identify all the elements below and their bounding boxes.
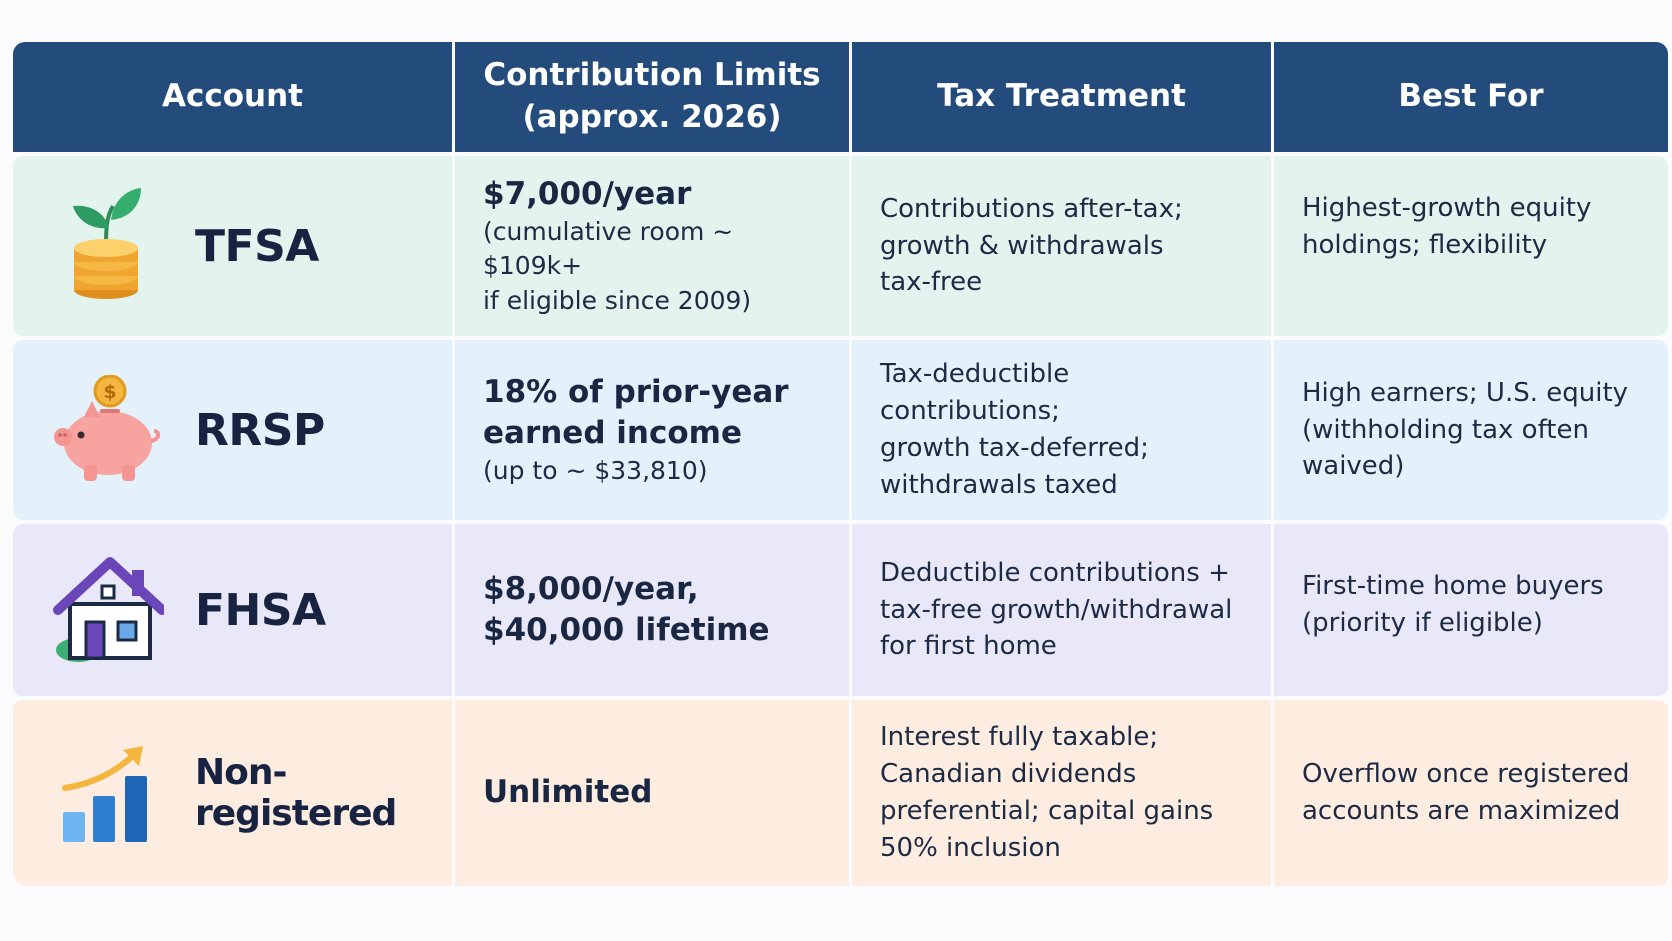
tax-treatment-text: Tax-deductible contributions; growth tax… xyxy=(880,359,1149,500)
limit-main: Unlimited xyxy=(483,774,653,811)
account-name: TFSA xyxy=(195,220,319,272)
growth-chart-icon xyxy=(43,731,168,856)
account-cell: Non-registered xyxy=(13,700,452,886)
contribution-limit-cell: $7,000/year (cumulative room ~ $109k+ if… xyxy=(455,156,849,336)
contribution-limit-cell: Unlimited xyxy=(455,700,849,886)
header-contribution-limits: Contribution Limits (approx. 2026) xyxy=(455,42,849,152)
header-account-label: Account xyxy=(162,78,303,115)
tax-treatment-text: Interest fully taxable; Canadian dividen… xyxy=(880,722,1214,863)
account-name: FHSA xyxy=(195,584,326,636)
accounts-comparison-table: Account Contribution Limits (approx. 202… xyxy=(13,42,1668,886)
svg-text:$: $ xyxy=(103,381,116,403)
best-for-text: High earners; U.S. equity (withholding t… xyxy=(1302,377,1629,482)
tax-treatment-cell: Tax-deductible contributions; growth tax… xyxy=(852,340,1271,520)
best-for-cell: Overflow once registered accounts are ma… xyxy=(1274,700,1668,886)
best-for-cell: First-time home buyers (priority if elig… xyxy=(1274,524,1668,696)
header-best-label: Best For xyxy=(1398,78,1544,115)
limit-main: $7,000/year xyxy=(483,175,692,212)
tax-treatment-cell: Deductible contributions + tax-free grow… xyxy=(852,524,1271,696)
house-icon xyxy=(43,548,168,673)
tax-treatment-text: Contributions after-tax; growth & withdr… xyxy=(880,193,1183,298)
table-row-tfsa: TFSA $7,000/year (cumulative room ~ $109… xyxy=(13,156,1668,336)
header-account: Account xyxy=(13,42,452,152)
tax-treatment-cell: Contributions after-tax; growth & withdr… xyxy=(852,156,1271,336)
table-header-row: Account Contribution Limits (approx. 202… xyxy=(13,42,1668,152)
plant-coins-icon xyxy=(43,184,168,309)
tax-treatment-cell: Interest fully taxable; Canadian dividen… xyxy=(852,700,1271,886)
piggy-bank-icon: $ xyxy=(43,368,168,493)
contribution-limit-cell: 18% of prior-year earned income (up to ~… xyxy=(455,340,849,520)
tax-treatment-text: Deductible contributions + tax-free grow… xyxy=(880,557,1233,662)
table-row-non-registered: Non-registered Unlimited Interest fully … xyxy=(13,700,1668,886)
best-for-text: First-time home buyers (priority if elig… xyxy=(1302,571,1604,638)
table-row-rrsp: $ RRSP 18% of prior-year earned income (… xyxy=(13,340,1668,520)
account-name: Non-registered xyxy=(195,752,397,834)
best-for-text: Highest-growth equity holdings; flexibil… xyxy=(1302,193,1592,260)
header-tax-treatment: Tax Treatment xyxy=(852,42,1271,152)
header-limits-label: Contribution Limits (approx. 2026) xyxy=(483,57,821,135)
best-for-cell: High earners; U.S. equity (withholding t… xyxy=(1274,340,1668,520)
header-best-for: Best For xyxy=(1274,42,1668,152)
limit-note: (cumulative room ~ $109k+ if eligible si… xyxy=(483,216,752,315)
table-row-fhsa: FHSA $8,000/year, $40,000 lifetime Deduc… xyxy=(13,524,1668,696)
limit-note: (up to ~ $33,810) xyxy=(483,455,708,485)
account-cell: FHSA xyxy=(13,524,452,696)
account-cell: $ RRSP xyxy=(13,340,452,520)
contribution-limit-cell: $8,000/year, $40,000 lifetime xyxy=(455,524,849,696)
limit-main: $8,000/year, $40,000 lifetime xyxy=(483,570,770,648)
account-cell: TFSA xyxy=(13,156,452,336)
header-tax-label: Tax Treatment xyxy=(937,78,1186,115)
limit-main: 18% of prior-year earned income xyxy=(483,373,789,451)
best-for-text: Overflow once registered accounts are ma… xyxy=(1302,759,1630,826)
best-for-cell: Highest-growth equity holdings; flexibil… xyxy=(1274,156,1668,336)
account-name: RRSP xyxy=(195,404,325,456)
